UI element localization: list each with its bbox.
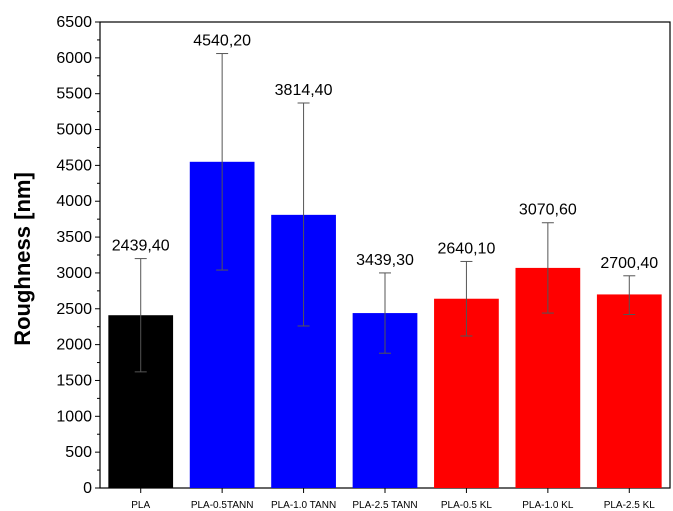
x-tick-label: PLA-1.0 KL [522, 500, 574, 511]
y-tick-label: 5500 [56, 86, 92, 103]
y-axis-ticks: 0 500 1000 1500 2000 2500 3000 3500 4000 4500 5000… [56, 14, 100, 497]
y-tick-label: 3500 [56, 229, 92, 246]
y-tick-label: 5000 [56, 122, 92, 139]
y-tick-label: 1500 [56, 372, 92, 389]
y-tick-label: 6000 [56, 50, 92, 67]
x-tick-label: PLA-0.5 KL [441, 500, 493, 511]
x-tick-label: PLA [131, 500, 150, 511]
data-label: 4540,20 [193, 33, 251, 50]
data-label: 3814,40 [275, 82, 333, 99]
y-axis-title: Roughness [nm] [10, 172, 35, 346]
y-tick-label: 4500 [56, 157, 92, 174]
y-tick-label: 2500 [56, 301, 92, 318]
x-tick-label: PLA-2.5 TANN [352, 500, 417, 511]
y-tick-label: 4000 [56, 193, 92, 210]
data-label: 2640,10 [438, 240, 496, 257]
y-tick-label: 3000 [56, 265, 92, 282]
x-axis-ticks: PLA PLA-0.5TANN PLA-1.0 TANN PLA-2.5 TANN PL… [131, 488, 655, 511]
x-tick-label: PLA-1.0 TANN [271, 500, 336, 511]
data-label: 2439,40 [112, 238, 170, 255]
bars [108, 161, 662, 489]
x-tick-label: PLA-2.5 KL [604, 500, 656, 511]
y-tick-label: 6500 [56, 14, 92, 31]
y-tick-label: 0 [83, 480, 92, 497]
error-bars [134, 53, 636, 373]
bar [596, 294, 662, 488]
y-tick-label: 500 [65, 444, 92, 461]
y-tick-label: 2000 [56, 337, 92, 354]
x-tick-label: PLA-0.5TANN [191, 500, 254, 511]
data-labels: 2439,40 4540,20 3814,40 3439,30 2640,10 3070,… [112, 33, 659, 272]
data-label: 3439,30 [356, 252, 414, 269]
y-tick-label: 1000 [56, 408, 92, 425]
data-label: 2700,40 [600, 255, 658, 272]
data-label: 3070,60 [519, 202, 577, 219]
